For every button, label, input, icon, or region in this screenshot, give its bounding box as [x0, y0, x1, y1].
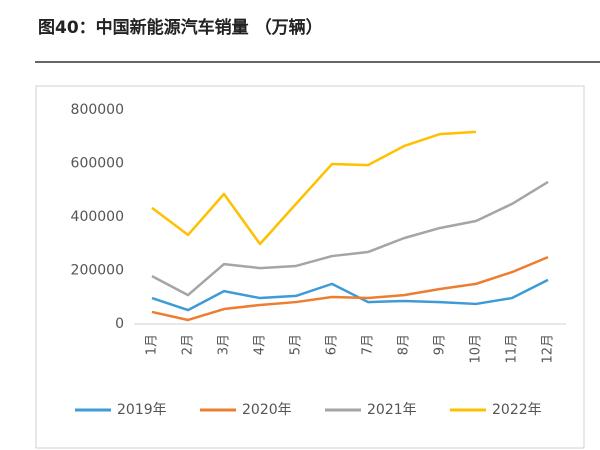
- x-tick-label: 12月: [541, 334, 556, 364]
- series-line: [151, 278, 549, 312]
- x-tick-label: 8月: [397, 334, 412, 355]
- y-tick-label: 400000: [71, 209, 124, 225]
- y-tick-label: 600000: [71, 156, 124, 172]
- x-tick-label: 2月: [181, 334, 196, 355]
- series-line: [151, 255, 549, 322]
- y-tick-label: 0: [115, 316, 124, 332]
- chart-frame: [35, 85, 585, 449]
- series-line: [151, 180, 549, 297]
- x-tick-label: 6月: [325, 334, 340, 355]
- y-tick-label: 200000: [71, 263, 124, 279]
- x-tick-label: 3月: [217, 334, 232, 355]
- legend-label: 2019年: [117, 402, 167, 418]
- chart-title: 图40：中国新能源汽车销量 （万辆）: [38, 17, 323, 38]
- legend-label: 2022年: [492, 402, 542, 418]
- x-tick-label: 4月: [253, 334, 268, 355]
- x-tick-label: 10月: [469, 334, 484, 364]
- legend-label: 2020年: [242, 402, 292, 418]
- x-tick-label: 9月: [433, 334, 448, 355]
- y-tick-label: 800000: [71, 102, 124, 118]
- series-line: [151, 130, 477, 246]
- x-tick-label: 1月: [145, 334, 160, 355]
- legend-label: 2021年: [367, 402, 417, 418]
- x-tick-label: 5月: [289, 334, 304, 355]
- x-tick-label: 7月: [361, 334, 376, 355]
- x-tick-label: 11月: [505, 334, 520, 364]
